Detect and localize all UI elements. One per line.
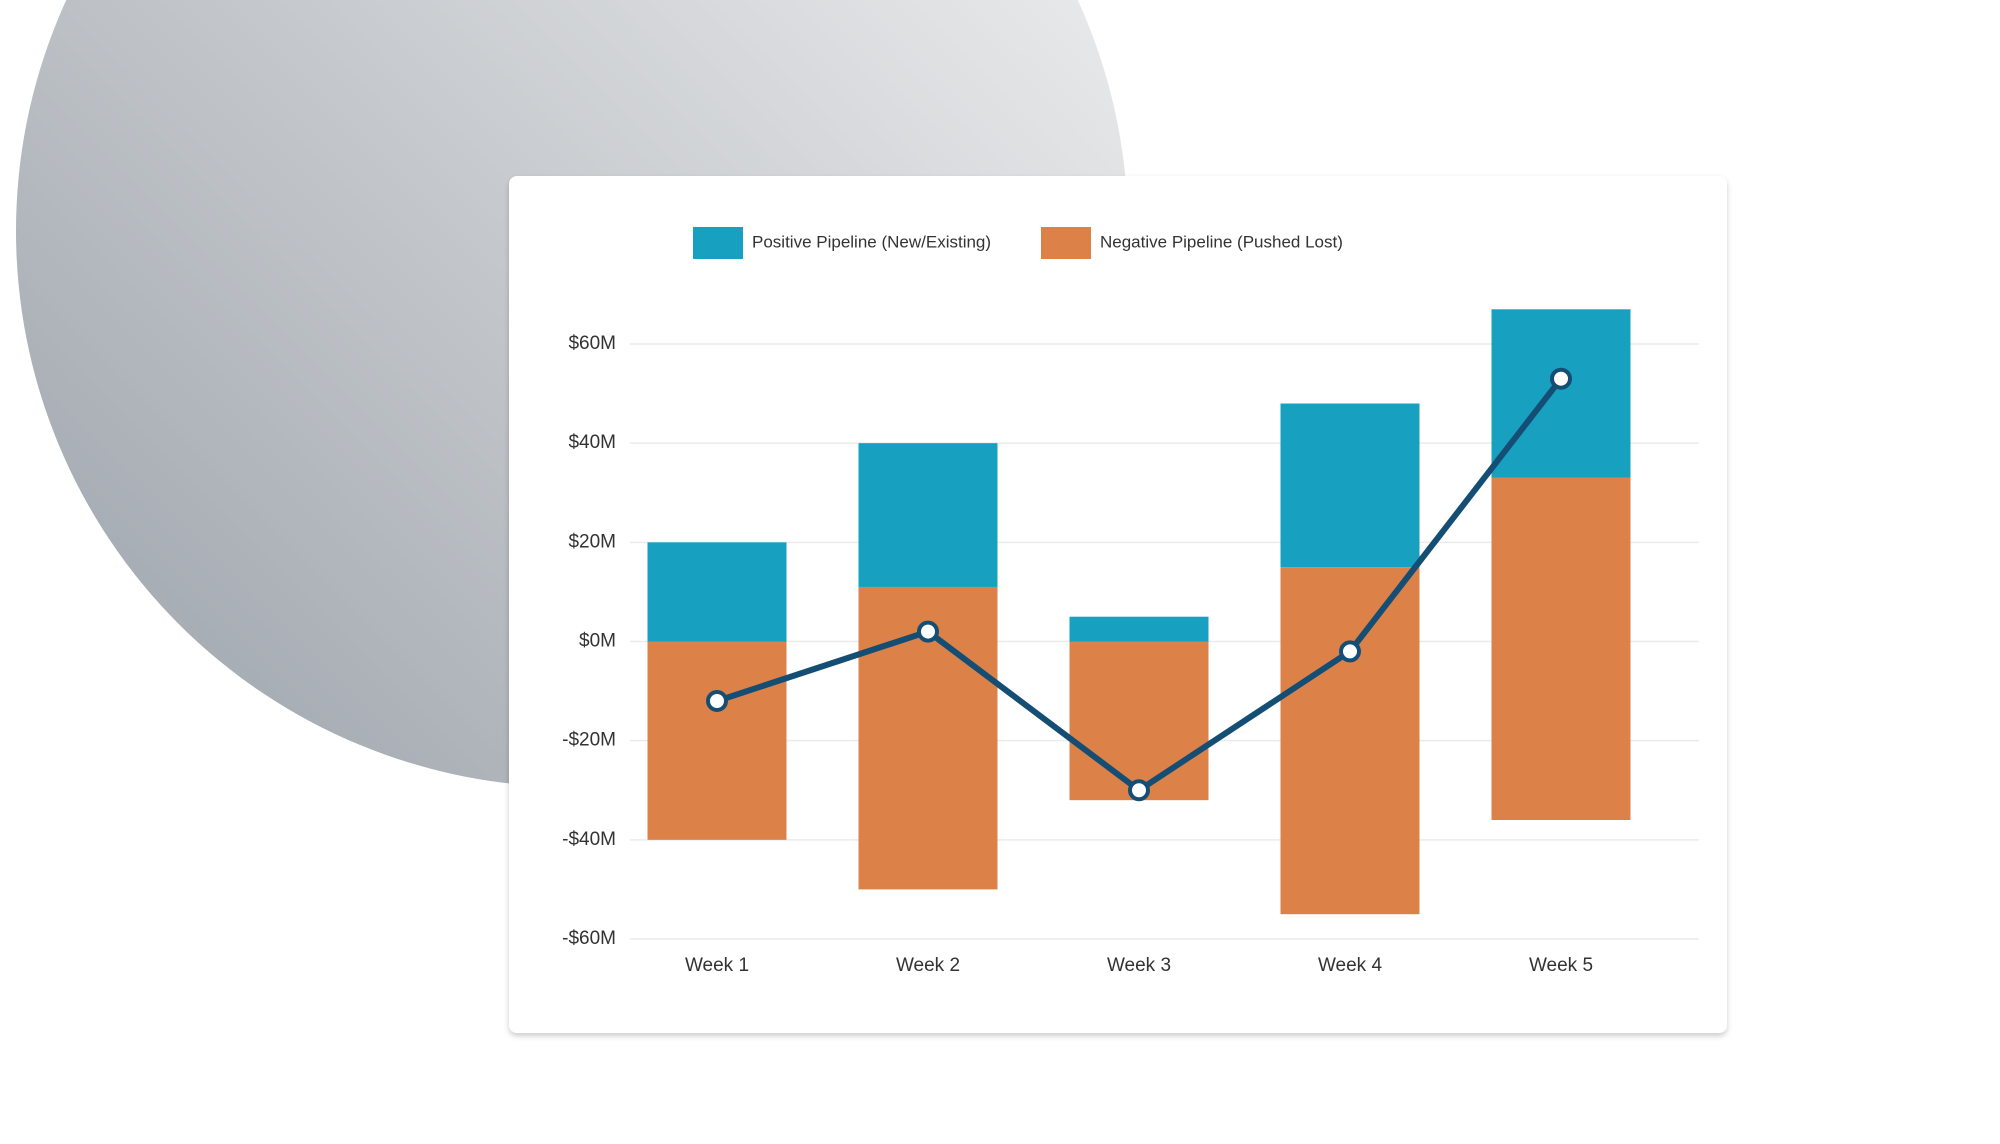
bar-segment bbox=[858, 443, 998, 587]
net-point bbox=[706, 690, 728, 712]
y-tick-label: $0M bbox=[579, 631, 616, 652]
bar-segment bbox=[1280, 403, 1420, 568]
x-tick-label: Week 2 bbox=[896, 955, 960, 976]
x-tick-label: Week 1 bbox=[685, 955, 749, 976]
legend-swatch bbox=[693, 227, 743, 259]
bar-segment bbox=[647, 641, 787, 840]
bar-segment bbox=[1491, 477, 1631, 820]
net-point bbox=[1550, 367, 1572, 390]
y-tick-label: -$40M bbox=[562, 829, 616, 850]
x-tick-label: Week 3 bbox=[1107, 955, 1171, 976]
bar-segment bbox=[1069, 641, 1209, 801]
bar-segment bbox=[1491, 309, 1631, 478]
net-point bbox=[917, 620, 939, 643]
y-tick-label: -$60M bbox=[562, 928, 616, 949]
y-tick-label: $40M bbox=[568, 432, 616, 453]
x-tick-label: Week 4 bbox=[1318, 955, 1383, 976]
legend-label: Negative Pipeline (Pushed Lost) bbox=[1100, 232, 1343, 251]
y-tick-label: -$20M bbox=[562, 730, 616, 751]
chart-card bbox=[509, 176, 1727, 1033]
bar-segment bbox=[1280, 567, 1420, 915]
net-point bbox=[1128, 779, 1150, 802]
bar-segment bbox=[1069, 616, 1209, 642]
bar-segment bbox=[647, 542, 787, 642]
chart: -$60M -$40M -$20M $0M $20M $40M $60M Week 1 Week… bbox=[562, 227, 1699, 976]
legend-swatch bbox=[1041, 227, 1091, 259]
legend-label: Positive Pipeline (New/Existing) bbox=[752, 232, 991, 251]
x-tick-label: Week 5 bbox=[1529, 955, 1593, 976]
y-tick-label: $20M bbox=[568, 531, 616, 552]
y-tick-label: $60M bbox=[568, 333, 616, 354]
net-point bbox=[1339, 640, 1361, 663]
